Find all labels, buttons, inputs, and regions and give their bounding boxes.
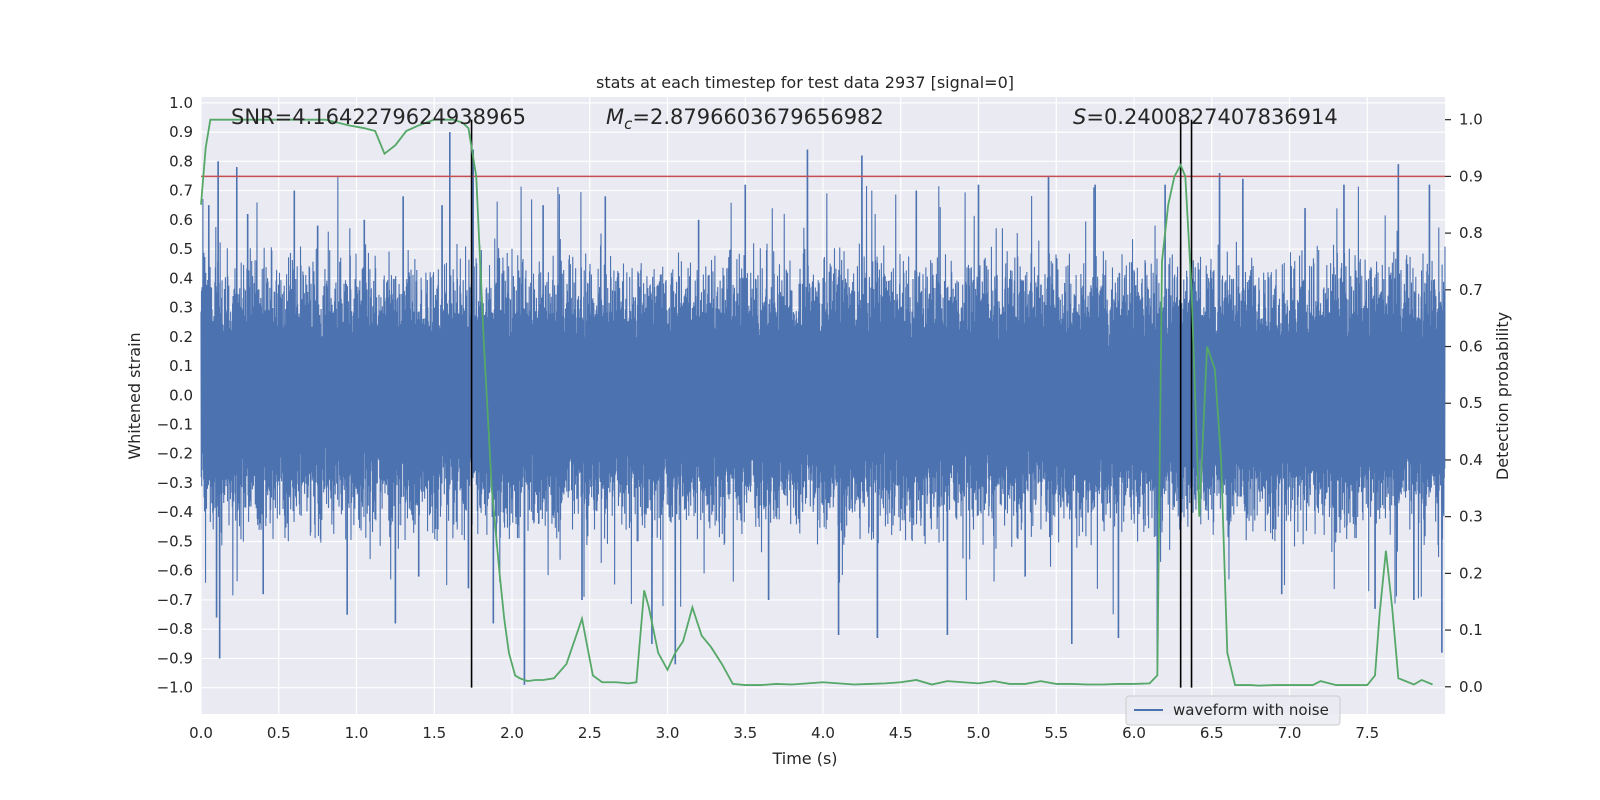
- left-y-tick-label: −0.9: [157, 649, 193, 667]
- waveform-path: [200, 132, 1446, 685]
- left-y-tick-label: 0.8: [169, 152, 193, 170]
- probability-series: [200, 118, 1433, 687]
- s-annotation: S=0.2400827407836914: [1073, 105, 1338, 129]
- x-tick-label: 0.5: [267, 724, 291, 742]
- x-tick-label: 6.0: [1122, 724, 1146, 742]
- x-axis-ticks: 0.0 0.5 1.0 1.5 2.0 2.5 3.0 3.5 4.0 4.5 5.0 5.5 6.0 6…: [189, 724, 1379, 742]
- left-y-tick-label: 0.2: [169, 328, 193, 346]
- legend: waveform with noise: [1125, 695, 1341, 726]
- right-y-tick-label: 0.7: [1459, 281, 1483, 299]
- x-tick-label: 0.0: [189, 724, 213, 742]
- right-y-tick-label: 0.8: [1459, 224, 1483, 242]
- snr-annotation: SNR=4.1642279624938965: [231, 105, 526, 129]
- x-tick-label: 3.0: [656, 724, 680, 742]
- legend-label: waveform with noise: [1173, 701, 1329, 719]
- right-y-tick-label: 0.6: [1459, 338, 1483, 356]
- left-y-axis-ticks: 1.0 0.9 0.8 0.7 0.6 0.5 0.4 0.3 0.2 0.1 0.0 −0.1 −0.…: [157, 94, 193, 697]
- right-y-axis-ticks: 1.0 0.9 0.8 0.7 0.6 0.5 0.4 0.3 0.2 0.1 0.0: [1445, 111, 1483, 696]
- x-tick-label: 1.5: [422, 724, 446, 742]
- right-y-tick-label: 0.5: [1459, 394, 1483, 412]
- right-y-tick-label: 0.0: [1459, 678, 1483, 696]
- left-y-tick-label: 0.0: [169, 386, 193, 404]
- left-y-tick-label: 0.1: [169, 357, 193, 375]
- x-tick-label: 5.5: [1044, 724, 1068, 742]
- chirp-mass-annotation: Mc=2.8796603679656982: [606, 105, 884, 133]
- x-tick-label: 5.0: [967, 724, 991, 742]
- left-y-tick-label: −0.6: [157, 562, 193, 580]
- left-y-axis-label: Whitened strain: [125, 332, 144, 459]
- right-y-tick-label: 1.0: [1459, 111, 1483, 129]
- left-y-tick-label: −0.4: [157, 503, 193, 521]
- right-y-axis-label: Detection probability: [1493, 312, 1512, 480]
- left-y-tick-label: −0.2: [157, 445, 193, 463]
- right-y-tick-label: 0.9: [1459, 167, 1483, 185]
- x-tick-label: 3.5: [733, 724, 757, 742]
- left-y-tick-label: 1.0: [169, 94, 193, 112]
- probability-path: [200, 118, 1433, 687]
- right-y-tick-label: 0.3: [1459, 508, 1483, 526]
- vertical-markers: [470, 119, 1193, 688]
- x-tick-label: 2.0: [500, 724, 524, 742]
- right-y-tick-label: 0.2: [1459, 564, 1483, 582]
- left-y-tick-label: 0.7: [169, 182, 193, 200]
- x-tick-label: 7.5: [1355, 724, 1379, 742]
- x-tick-label: 4.5: [889, 724, 913, 742]
- left-y-tick-label: 0.3: [169, 299, 193, 317]
- left-y-tick-label: −0.8: [157, 620, 193, 638]
- waveform-series: [200, 132, 1446, 685]
- left-y-tick-label: 0.9: [169, 123, 193, 141]
- right-y-tick-label: 0.1: [1459, 621, 1483, 639]
- x-tick-label: 6.5: [1200, 724, 1224, 742]
- left-y-tick-label: 0.6: [169, 211, 193, 229]
- legend-box: [1125, 695, 1341, 726]
- x-tick-label: 1.0: [345, 724, 369, 742]
- x-tick-label: 4.0: [811, 724, 835, 742]
- left-y-tick-label: −0.5: [157, 532, 193, 550]
- x-tick-label: 7.0: [1278, 724, 1302, 742]
- x-tick-label: 2.5: [578, 724, 602, 742]
- x-axis-label: Time (s): [771, 749, 837, 768]
- left-y-tick-label: 0.5: [169, 240, 193, 258]
- right-y-tick-label: 0.4: [1459, 451, 1483, 469]
- left-y-tick-label: 0.4: [169, 269, 193, 287]
- left-y-tick-label: −1.0: [157, 679, 193, 697]
- left-y-tick-label: −0.7: [157, 591, 193, 609]
- left-y-tick-label: −0.1: [157, 416, 193, 434]
- left-y-tick-label: −0.3: [157, 474, 193, 492]
- chart-title: stats at each timestep for test data 293…: [596, 73, 1014, 92]
